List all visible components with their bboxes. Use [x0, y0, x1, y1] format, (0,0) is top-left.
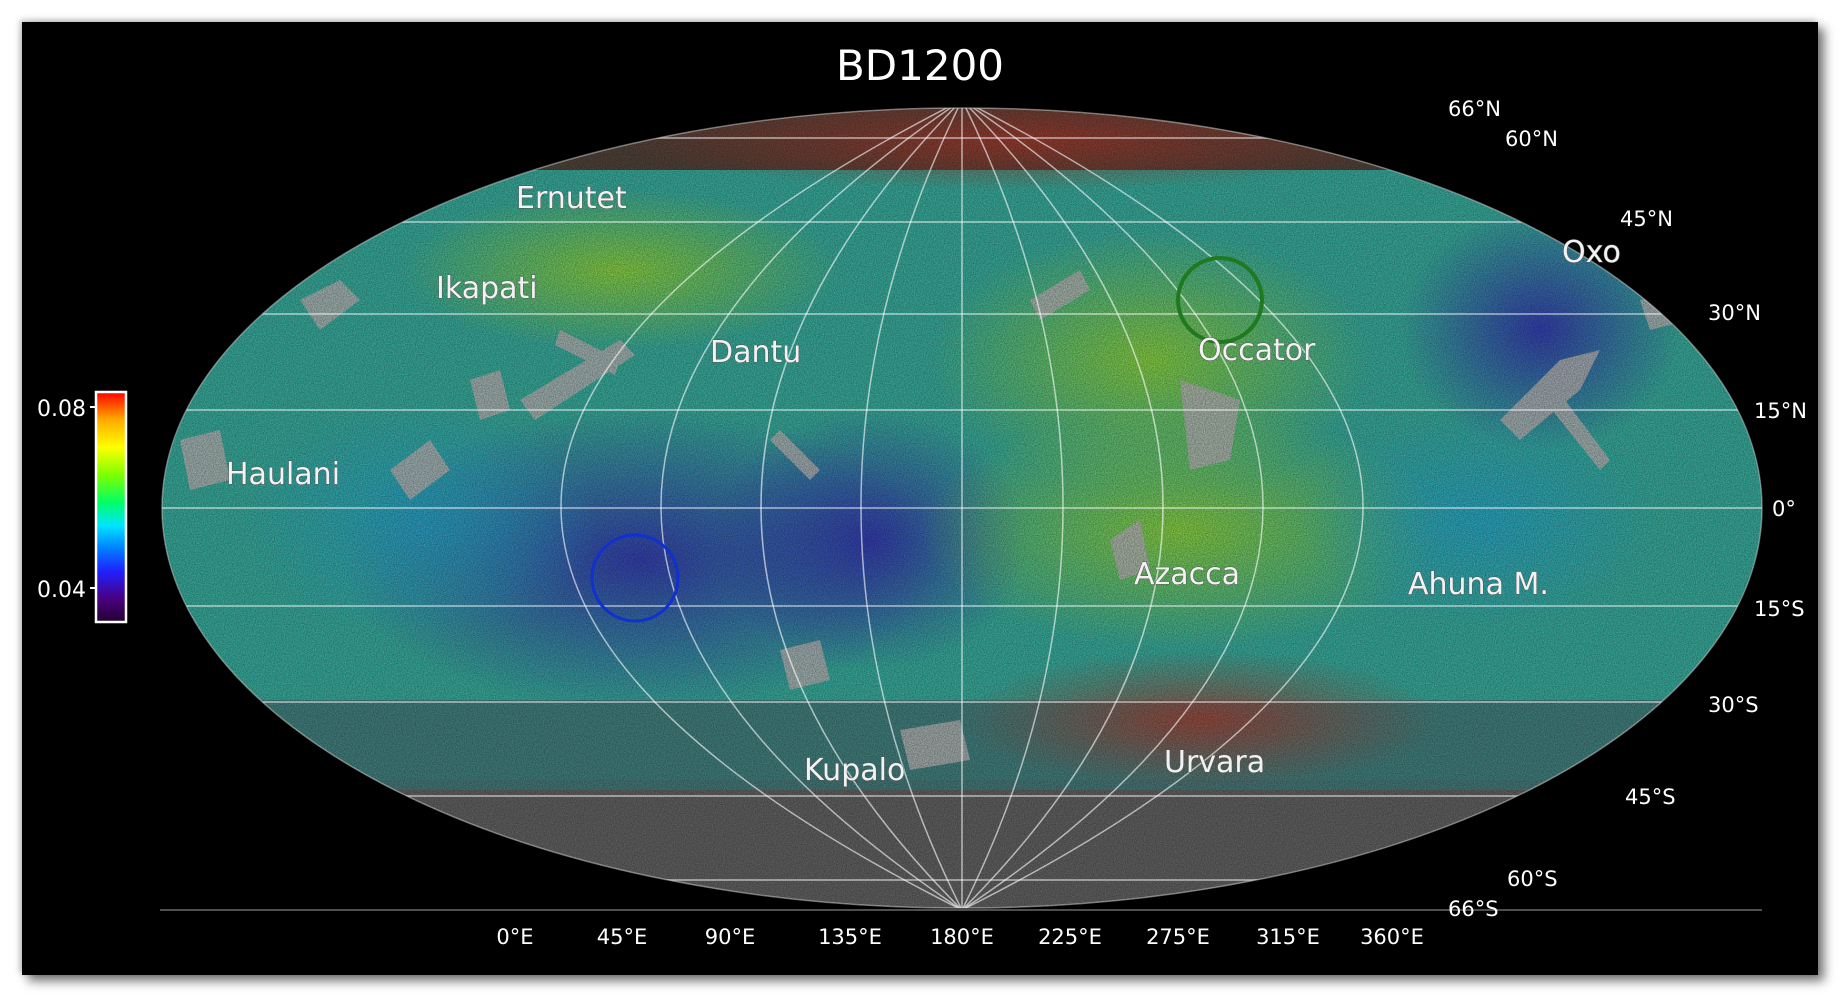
lon-label-180e: 180°E: [930, 925, 994, 949]
latitude-labels: 66°N 60°N 45°N 30°N 15°N 0° 15°S 30°S 45…: [1448, 97, 1807, 921]
map-title: BD1200: [836, 41, 1004, 90]
feature-labels: Ernutet Ikapati Dantu Occator Oxo Haulan…: [226, 181, 1622, 789]
lat-label-30n: 30°N: [1708, 301, 1761, 325]
colorbar-scale: [94, 390, 128, 624]
lat-label-15n: 15°N: [1754, 399, 1807, 423]
lat-label-15s: 15°S: [1754, 597, 1805, 621]
lon-label-275e: 275°E: [1146, 925, 1210, 949]
feature-label-dantu: Dantu: [710, 335, 801, 370]
colorbar: 0.08 0.04: [37, 390, 128, 624]
feature-label-ernutet: Ernutet: [516, 181, 627, 216]
lon-label-45e: 45°E: [597, 925, 648, 949]
lat-label-60s: 60°S: [1507, 867, 1558, 891]
lon-label-315e: 315°E: [1256, 925, 1320, 949]
lat-label-66s: 66°S: [1448, 897, 1499, 921]
longitude-labels: 0°E 45°E 90°E 135°E 180°E 225°E 275°E 31…: [496, 925, 1424, 949]
feature-label-oxo: Oxo: [1562, 235, 1621, 270]
colorbar-tick-high: 0.08: [37, 397, 86, 422]
lon-label-135e: 135°E: [818, 925, 882, 949]
lon-label-90e: 90°E: [705, 925, 756, 949]
lat-label-60n: 60°N: [1505, 127, 1558, 151]
lat-label-equator: 0°: [1772, 497, 1796, 521]
lon-label-0e: 0°E: [496, 925, 533, 949]
feature-label-haulani: Haulani: [226, 457, 340, 492]
lat-label-45n: 45°N: [1620, 207, 1673, 231]
region-marker-circle: [590, 533, 680, 623]
lat-label-66n: 66°N: [1448, 97, 1501, 121]
feature-label-kupalo: Kupalo: [804, 753, 905, 788]
feature-label-occator: Occator: [1198, 333, 1316, 368]
lon-label-360e: 360°E: [1360, 925, 1424, 949]
colorbar-tick-low: 0.04: [37, 578, 86, 603]
feature-label-azacca: Azacca: [1134, 557, 1240, 592]
lon-label-225e: 225°E: [1038, 925, 1102, 949]
graticule: [162, 108, 1762, 908]
lat-label-45s: 45°S: [1625, 785, 1676, 809]
feature-label-ikapati: Ikapati: [436, 271, 538, 306]
map-outline: [161, 107, 1763, 909]
lat-label-30s: 30°S: [1708, 693, 1759, 717]
feature-label-ahuna-mons: Ahuna M.: [1408, 567, 1549, 602]
occator-marker-circle: [1176, 256, 1264, 344]
feature-label-urvara: Urvara: [1164, 745, 1265, 780]
